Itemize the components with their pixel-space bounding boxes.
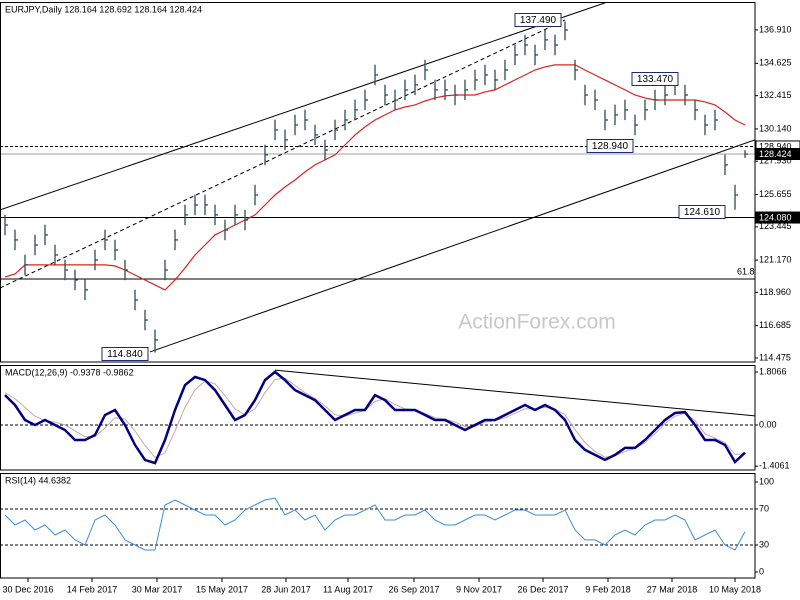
x-tick-label: 10 May 2018	[709, 584, 761, 594]
y-tick-label: 1.8066	[759, 366, 787, 376]
y-tick-label: 130.140	[759, 123, 792, 133]
trendline	[0, 19, 566, 289]
y-tick-label: 136.910	[759, 24, 792, 34]
level-label: 128.940	[759, 141, 792, 151]
level-label-box	[755, 148, 800, 161]
x-tick-label: 26 Dec 2017	[517, 584, 568, 594]
macd-panel	[0, 369, 755, 465]
price-panel: ActionForex.com 61.8 137.490 133.470 128.940…	[0, 2, 755, 361]
annotation: 114.840	[107, 349, 143, 360]
x-tick-label: 30 Dec 2016	[2, 584, 53, 594]
y-tick-label: 0.00	[759, 419, 777, 429]
level-label: 128.424	[759, 149, 792, 159]
y-tick-label: 121.170	[759, 254, 792, 264]
y-tick-label: -1.4061	[759, 461, 790, 471]
rsi-frame	[0, 473, 756, 579]
y-tick-label: 116.685	[759, 320, 791, 330]
annotation-box	[678, 205, 726, 219]
macd-frame	[0, 365, 756, 471]
y-tick-label: 70	[759, 503, 769, 513]
trendline	[149, 139, 755, 353]
y-tick-label: 134.625	[759, 58, 792, 68]
annotation-box	[514, 13, 562, 27]
panel-title: EURJPY,Daily 128.164 128.692 128.164 128…	[5, 4, 202, 14]
level-label-box	[755, 211, 800, 224]
panel-title: RSI(14) 44.6382	[5, 475, 71, 485]
rsi-panel	[0, 497, 755, 551]
annotation-box	[101, 347, 149, 361]
x-tick-label: 15 May 2017	[196, 584, 248, 594]
x-tick-label: 26 Sep 2017	[388, 584, 439, 594]
trendline	[274, 369, 755, 417]
x-tick-label: 11 Aug 2017	[323, 584, 373, 594]
x-tick-label: 9 Feb 2018	[585, 584, 631, 594]
x-tick-label: 30 Mar 2017	[132, 584, 183, 594]
x-tick-label: 28 Jun 2017	[261, 584, 311, 594]
y-tick-label: 114.475	[759, 352, 791, 362]
y-tick-label: 132.415	[759, 90, 792, 100]
annotation: 137.490	[520, 15, 557, 26]
y-tick-label: 30	[759, 539, 769, 549]
level-label: 124.080	[759, 212, 792, 222]
x-tick-label: 14 Feb 2017	[67, 584, 118, 594]
annotation-box	[631, 72, 679, 86]
x-tick-label: 27 Mar 2018	[647, 584, 698, 594]
axes: 136.910 134.625 132.415 130.140 127.930 125.6…	[2, 4, 800, 594]
annotation: 133.470	[637, 74, 674, 85]
panel-title: MACD(12,26,9) -0.9378 -0.9862	[5, 367, 134, 377]
macd-line	[4, 370, 746, 465]
y-tick-label: 0	[759, 566, 764, 576]
fib-label: 61.8	[737, 266, 755, 276]
y-tick-label: 123.445	[759, 221, 792, 231]
moving-average	[4, 64, 746, 291]
x-tick-label: 9 Nov 2017	[456, 584, 502, 594]
y-tick-label: 127.930	[759, 156, 792, 166]
price-frame	[0, 2, 756, 363]
y-tick-label: 125.655	[759, 189, 792, 199]
annotation: 128.940	[592, 141, 629, 152]
y-tick-label: 100	[759, 476, 774, 486]
annotation-box	[586, 139, 634, 153]
rsi-line	[4, 497, 746, 551]
watermark: ActionForex.com	[458, 311, 616, 334]
trendline	[0, 2, 606, 211]
y-tick-label: 118.960	[759, 287, 791, 297]
annotation: 124.610	[684, 207, 721, 218]
signal-line	[4, 377, 746, 458]
